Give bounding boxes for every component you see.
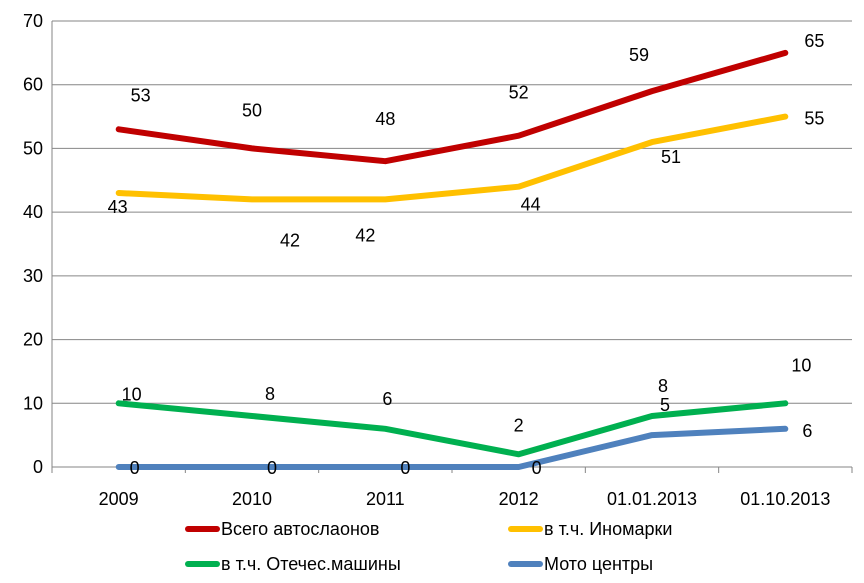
series-lines — [115, 49, 789, 470]
x-tick-label: 2011 — [366, 489, 405, 509]
x-tick-label: 01.01.2013 — [607, 489, 697, 509]
data-label: 2 — [514, 415, 524, 435]
y-tick-label: 60 — [23, 75, 43, 95]
y-tick-label: 70 — [23, 11, 43, 31]
x-tick-label: 2009 — [99, 489, 139, 509]
legend-label: Всего автослаонов — [221, 519, 379, 539]
legend-label: в т.ч. Отечес.машины — [221, 554, 401, 574]
data-label: 10 — [122, 384, 142, 404]
x-tick-label: 2012 — [499, 489, 539, 509]
y-tick-label: 20 — [23, 330, 43, 350]
y-tick-label: 50 — [23, 138, 43, 158]
data-label: 51 — [661, 147, 681, 167]
data-label: 52 — [509, 83, 529, 103]
x-tick-label: 2010 — [232, 489, 272, 509]
series-line-1 — [115, 49, 789, 165]
legend-label: в т.ч. Иномарки — [544, 519, 672, 539]
data-label: 8 — [658, 376, 668, 396]
series-line-3 — [115, 400, 789, 458]
data-label: 0 — [267, 458, 277, 478]
data-label: 6 — [802, 421, 812, 441]
x-tick-label: 01.10.2013 — [740, 489, 830, 509]
series-line-4 — [115, 425, 789, 470]
data-label: 5 — [660, 395, 670, 415]
data-label: 10 — [791, 355, 811, 375]
data-label: 8 — [265, 384, 275, 404]
data-label: 42 — [355, 225, 375, 245]
legend-label: Мото центры — [544, 554, 653, 574]
data-label: 43 — [108, 197, 128, 217]
data-label: 55 — [804, 109, 824, 129]
data-label: 65 — [804, 31, 824, 51]
gridlines — [52, 20, 852, 404]
data-label: 50 — [242, 100, 262, 120]
data-label: 0 — [130, 458, 140, 478]
data-label: 0 — [532, 458, 542, 478]
legend: Всего автослаонов в т.ч. Иномарки в т.ч. О… — [185, 519, 672, 574]
data-label: 0 — [400, 458, 410, 478]
data-label: 42 — [280, 230, 300, 250]
data-label: 59 — [629, 45, 649, 65]
data-label: 53 — [131, 85, 151, 105]
y-tick-label: 0 — [33, 457, 43, 477]
series-line-2 — [115, 113, 789, 203]
y-tick-label: 30 — [23, 266, 43, 286]
data-label: 48 — [375, 109, 395, 129]
data-label: 44 — [521, 195, 541, 215]
y-tick-label: 40 — [23, 202, 43, 222]
data-label: 6 — [382, 389, 392, 409]
y-tick-label: 10 — [23, 393, 43, 413]
data-labels: 53 50 48 52 59 65 43 42 42 44 51 55 10 8 6 2 8 10 0 0 0 0 5 6 — [108, 31, 825, 478]
